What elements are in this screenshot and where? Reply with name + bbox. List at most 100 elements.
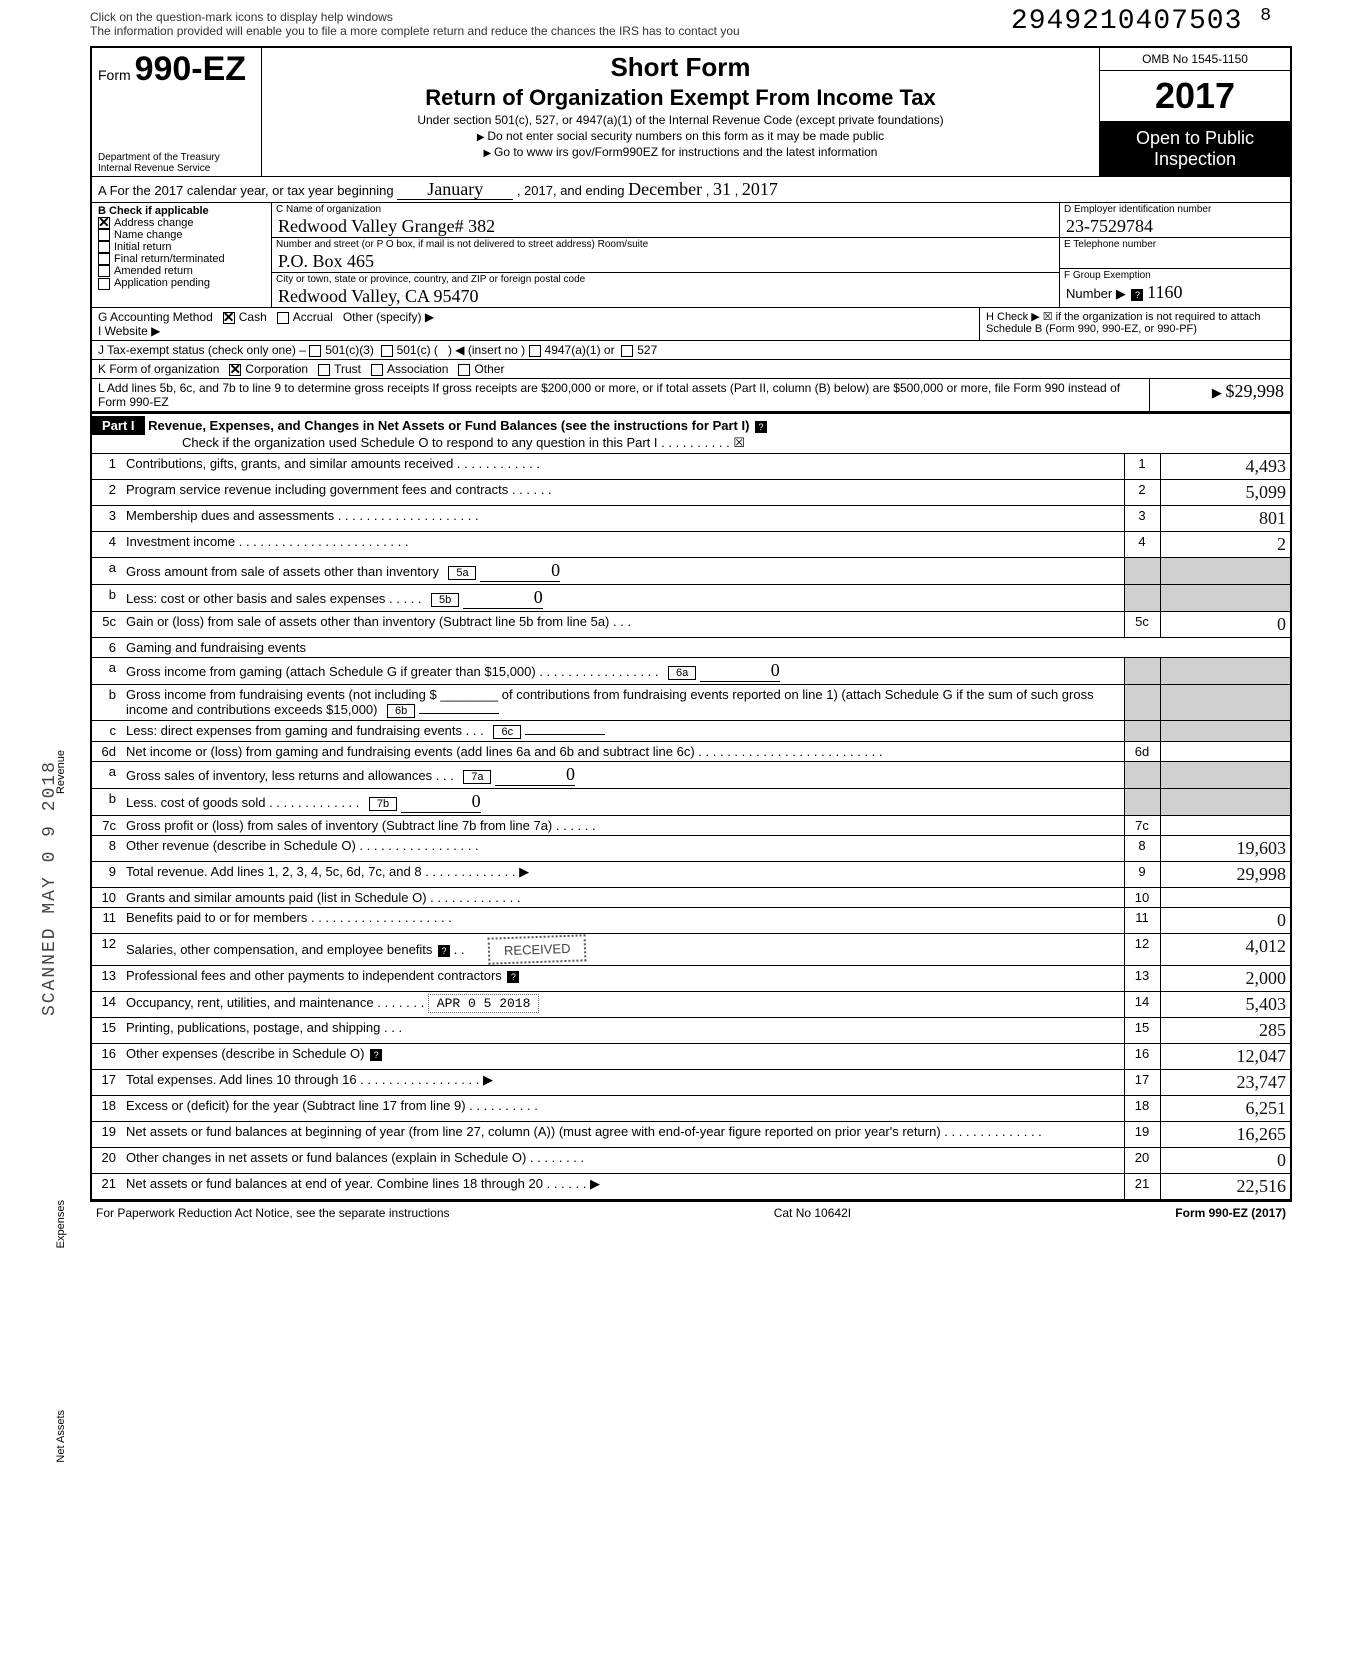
title-return: Return of Organization Exempt From Incom… — [270, 85, 1091, 111]
cb-527[interactable] — [621, 345, 633, 357]
part-i-title: Revenue, Expenses, and Changes in Net As… — [148, 418, 749, 433]
end-year: 2017 — [742, 179, 778, 199]
line-14: 14Occupancy, rent, utilities, and mainte… — [92, 992, 1290, 1018]
b-header: B Check if applicable — [98, 205, 265, 217]
line-4: 4Investment income . . . . . . . . . . .… — [92, 532, 1290, 558]
col-c-name: C Name of organization Redwood Valley Gr… — [272, 203, 1060, 307]
line-2: 2Program service revenue including gover… — [92, 480, 1290, 506]
header-left: Form 990-EZ Department of the Treasury I… — [92, 48, 262, 176]
dept-treasury: Department of the Treasury Internal Reve… — [98, 152, 255, 174]
line-6a: aGross income from gaming (attach Schedu… — [92, 658, 1290, 685]
part-i-check: Check if the organization used Schedule … — [92, 435, 1290, 451]
line-7c: 7cGross profit or (loss) from sales of i… — [92, 816, 1290, 836]
cb-other[interactable] — [458, 364, 470, 376]
line-7a: aGross sales of inventory, less returns … — [92, 762, 1290, 789]
line-19: 19Net assets or fund balances at beginni… — [92, 1122, 1290, 1148]
line-13: 13Professional fees and other payments t… — [92, 966, 1290, 992]
cb-app-pending[interactable] — [98, 278, 110, 290]
cb-final-return[interactable] — [98, 253, 110, 265]
footer-right: Form 990-EZ (2017) — [1175, 1206, 1286, 1220]
cb-name-change[interactable] — [98, 229, 110, 241]
label-d-ein: D Employer identification number — [1060, 203, 1290, 216]
cb-accrual[interactable] — [277, 312, 289, 324]
lines-table: 1Contributions, gifts, grants, and simil… — [92, 454, 1290, 1200]
line-21: 21Net assets or fund balances at end of … — [92, 1174, 1290, 1200]
part-i-label: Part I — [92, 416, 145, 435]
label-e-phone: E Telephone number — [1060, 238, 1290, 269]
form-number: 990-EZ — [135, 50, 247, 88]
header-stamp: 2949210407503 8 — [1011, 6, 1272, 37]
cb-address-change[interactable] — [98, 217, 110, 229]
city-val: Redwood Valley, CA 95470 — [272, 286, 1059, 307]
header-center: Short Form Return of Organization Exempt… — [262, 48, 1100, 176]
form-prefix: Form — [98, 67, 131, 83]
line-6b: bGross income from fundraising events (n… — [92, 685, 1290, 721]
warn-ssn: Do not enter social security numbers on … — [270, 129, 1091, 143]
header-right: OMB No 1545-1150 2017 Open to Public Ins… — [1100, 48, 1290, 176]
cb-501c[interactable] — [381, 345, 393, 357]
line-6c: cLess: direct expenses from gaming and f… — [92, 721, 1290, 742]
l-amount: $29,998 — [1226, 381, 1285, 401]
row-a-calendar: A For the 2017 calendar year, or tax yea… — [92, 177, 1290, 203]
row-l-text: L Add lines 5b, 6c, and 7b to line 9 to … — [92, 379, 1150, 411]
org-name: Redwood Valley Grange# 382 — [272, 216, 1059, 238]
line-5b: bLess: cost or other basis and sales exp… — [92, 585, 1290, 612]
omb-no: OMB No 1545-1150 — [1100, 48, 1290, 71]
line-12: 12Salaries, other compensation, and empl… — [92, 934, 1290, 966]
line-8: 8Other revenue (describe in Schedule O) … — [92, 836, 1290, 862]
label-g: G Accounting Method — [98, 310, 213, 324]
line-6: 6Gaming and fundraising events — [92, 638, 1290, 658]
line-5a: aGross amount from sale of assets other … — [92, 558, 1290, 585]
tax-year: 2017 — [1100, 71, 1290, 122]
addr-val: P.O. Box 465 — [272, 251, 1059, 273]
row-j: J Tax-exempt status (check only one) – 5… — [92, 341, 1290, 360]
row-k: K Form of organization Corporation Trust… — [92, 360, 1290, 379]
cb-501c3[interactable] — [309, 345, 321, 357]
cb-assoc[interactable] — [371, 364, 383, 376]
side-expenses: Expenses — [55, 1200, 67, 1248]
label-city: City or town, state or province, country… — [272, 273, 1059, 286]
group-exemption-val: 1160 — [1147, 282, 1182, 302]
goto-link: Go to www irs gov/Form990EZ for instruct… — [270, 145, 1091, 159]
line-20: 20Other changes in net assets or fund ba… — [92, 1148, 1290, 1174]
col-b-checkboxes: B Check if applicable Address change Nam… — [92, 203, 272, 307]
h-schedule-b: H Check ▶ ☒ if the organization is not r… — [980, 308, 1290, 340]
line-7b: bLess. cost of goods sold . . . . . . . … — [92, 789, 1290, 816]
line-3: 3Membership dues and assessments . . . .… — [92, 506, 1290, 532]
end-day: 31 — [713, 179, 731, 199]
line-17: 17Total expenses. Add lines 10 through 1… — [92, 1070, 1290, 1096]
line-10: 10Grants and similar amounts paid (list … — [92, 888, 1290, 908]
cb-cash[interactable] — [223, 312, 235, 324]
line-16: 16Other expenses (describe in Schedule O… — [92, 1044, 1290, 1070]
line-6d: 6dNet income or (loss) from gaming and f… — [92, 742, 1290, 762]
begin-month: January — [397, 179, 513, 200]
ein-val: 23-7529784 — [1060, 216, 1290, 238]
line-11: 11Benefits paid to or for members . . . … — [92, 908, 1290, 934]
form-990ez: Form 990-EZ Department of the Treasury I… — [90, 46, 1292, 1202]
side-net-assets: Net Assets — [55, 1410, 67, 1463]
label-c: C Name of organization — [272, 203, 1059, 216]
received-stamp: RECEIVED — [488, 934, 587, 964]
line-1: 1Contributions, gifts, grants, and simil… — [92, 454, 1290, 480]
label-i-website: I Website ▶ — [98, 324, 160, 338]
cb-4947[interactable] — [529, 345, 541, 357]
end-month: December — [628, 179, 702, 199]
col-def: D Employer identification number 23-7529… — [1060, 203, 1290, 307]
page-footer: For Paperwork Reduction Act Notice, see … — [90, 1202, 1292, 1224]
scanned-stamp: SCANNED MAY 0 9 2018 — [40, 760, 60, 1016]
open-inspection: Open to Public Inspection — [1100, 122, 1290, 176]
cb-corp[interactable] — [229, 364, 241, 376]
cb-initial-return[interactable] — [98, 241, 110, 253]
side-revenue: Revenue — [55, 750, 67, 794]
footer-cat: Cat No 10642I — [774, 1206, 851, 1220]
line-5c: 5cGain or (loss) from sale of assets oth… — [92, 612, 1290, 638]
stamp-minus: 8 — [1260, 6, 1272, 26]
cb-trust[interactable] — [318, 364, 330, 376]
line-15: 15Printing, publications, postage, and s… — [92, 1018, 1290, 1044]
line-9: 9Total revenue. Add lines 1, 2, 3, 4, 5c… — [92, 862, 1290, 888]
label-addr: Number and street (or P O box, if mail i… — [272, 238, 1059, 251]
footer-left: For Paperwork Reduction Act Notice, see … — [96, 1206, 450, 1220]
subtitle-under: Under section 501(c), 527, or 4947(a)(1)… — [270, 113, 1091, 127]
cb-amended[interactable] — [98, 265, 110, 277]
title-short-form: Short Form — [270, 52, 1091, 83]
